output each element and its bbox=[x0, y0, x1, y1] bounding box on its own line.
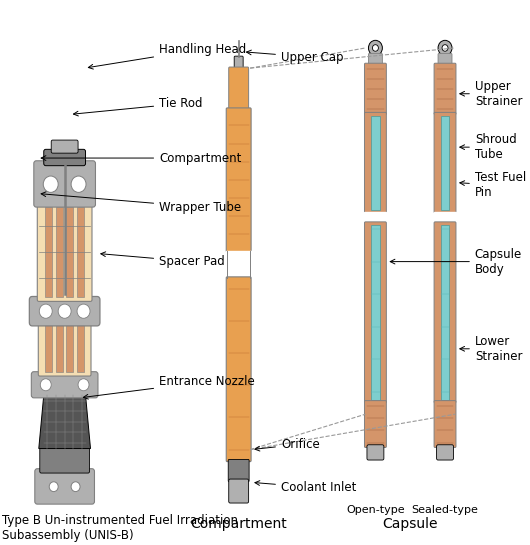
FancyBboxPatch shape bbox=[234, 56, 243, 69]
Text: Capsule
Body: Capsule Body bbox=[390, 247, 522, 276]
Bar bbox=[56, 325, 63, 372]
Bar bbox=[440, 116, 449, 210]
FancyBboxPatch shape bbox=[438, 53, 452, 65]
FancyBboxPatch shape bbox=[38, 321, 91, 376]
Text: Sealed-type: Sealed-type bbox=[412, 505, 479, 515]
Circle shape bbox=[40, 379, 51, 391]
Bar bbox=[56, 207, 63, 297]
FancyBboxPatch shape bbox=[228, 459, 249, 482]
Text: Capsule: Capsule bbox=[383, 517, 438, 531]
FancyBboxPatch shape bbox=[365, 222, 386, 403]
Text: Handling Head: Handling Head bbox=[89, 43, 246, 69]
Bar bbox=[77, 325, 84, 372]
Circle shape bbox=[39, 304, 52, 318]
Text: Upper
Strainer: Upper Strainer bbox=[460, 80, 523, 108]
FancyBboxPatch shape bbox=[40, 447, 90, 473]
Text: Wrapper Tube: Wrapper Tube bbox=[41, 192, 241, 214]
Bar bbox=[371, 225, 380, 399]
FancyBboxPatch shape bbox=[434, 222, 456, 403]
Bar bbox=[77, 207, 84, 297]
Circle shape bbox=[43, 176, 58, 192]
Text: Spacer Pad: Spacer Pad bbox=[101, 252, 225, 268]
Circle shape bbox=[49, 482, 58, 492]
Circle shape bbox=[442, 45, 448, 51]
Circle shape bbox=[78, 379, 89, 391]
FancyBboxPatch shape bbox=[365, 112, 386, 213]
Circle shape bbox=[373, 45, 378, 51]
Bar bbox=[66, 325, 74, 372]
Text: Type B Un-instrumented Fuel Irradiation
Subassembly (UNIS-B): Type B Un-instrumented Fuel Irradiation … bbox=[3, 514, 238, 542]
Circle shape bbox=[77, 304, 90, 318]
FancyBboxPatch shape bbox=[365, 63, 386, 114]
Text: Shroud
Tube: Shroud Tube bbox=[460, 133, 517, 161]
FancyBboxPatch shape bbox=[37, 203, 92, 301]
FancyBboxPatch shape bbox=[365, 401, 386, 447]
Text: Compartment: Compartment bbox=[190, 517, 287, 531]
Text: Entrance Nozzle: Entrance Nozzle bbox=[83, 375, 255, 399]
Polygon shape bbox=[39, 395, 91, 449]
Bar bbox=[226, 251, 252, 278]
Bar bbox=[434, 212, 456, 223]
Text: Lower
Strainer: Lower Strainer bbox=[460, 335, 523, 363]
FancyBboxPatch shape bbox=[229, 479, 249, 503]
FancyBboxPatch shape bbox=[51, 140, 78, 153]
Text: Upper Cap: Upper Cap bbox=[246, 50, 343, 64]
FancyBboxPatch shape bbox=[31, 372, 98, 398]
Circle shape bbox=[71, 176, 86, 192]
Bar bbox=[371, 116, 380, 210]
Circle shape bbox=[368, 40, 382, 56]
Circle shape bbox=[438, 40, 452, 56]
Text: Coolant Inlet: Coolant Inlet bbox=[255, 481, 356, 494]
Text: Orifice: Orifice bbox=[255, 438, 320, 451]
FancyBboxPatch shape bbox=[35, 469, 94, 504]
Text: Tie Rod: Tie Rod bbox=[74, 97, 202, 116]
Text: Compartment: Compartment bbox=[41, 152, 242, 165]
Text: Open-type: Open-type bbox=[346, 505, 405, 515]
FancyBboxPatch shape bbox=[434, 63, 456, 114]
FancyBboxPatch shape bbox=[44, 149, 85, 166]
FancyBboxPatch shape bbox=[434, 401, 456, 447]
FancyBboxPatch shape bbox=[434, 112, 456, 213]
FancyBboxPatch shape bbox=[229, 67, 249, 110]
Bar bbox=[440, 225, 449, 399]
FancyBboxPatch shape bbox=[437, 445, 454, 460]
Bar bbox=[45, 207, 52, 297]
FancyBboxPatch shape bbox=[368, 53, 382, 65]
Circle shape bbox=[58, 304, 71, 318]
Text: Test Fuel
Pin: Test Fuel Pin bbox=[460, 171, 526, 199]
Bar bbox=[45, 325, 52, 372]
FancyBboxPatch shape bbox=[29, 296, 100, 326]
FancyBboxPatch shape bbox=[34, 161, 95, 207]
Bar bbox=[365, 212, 386, 223]
Bar bbox=[66, 207, 74, 297]
FancyBboxPatch shape bbox=[367, 445, 384, 460]
FancyBboxPatch shape bbox=[226, 277, 251, 462]
FancyBboxPatch shape bbox=[226, 108, 251, 252]
Circle shape bbox=[71, 482, 80, 492]
